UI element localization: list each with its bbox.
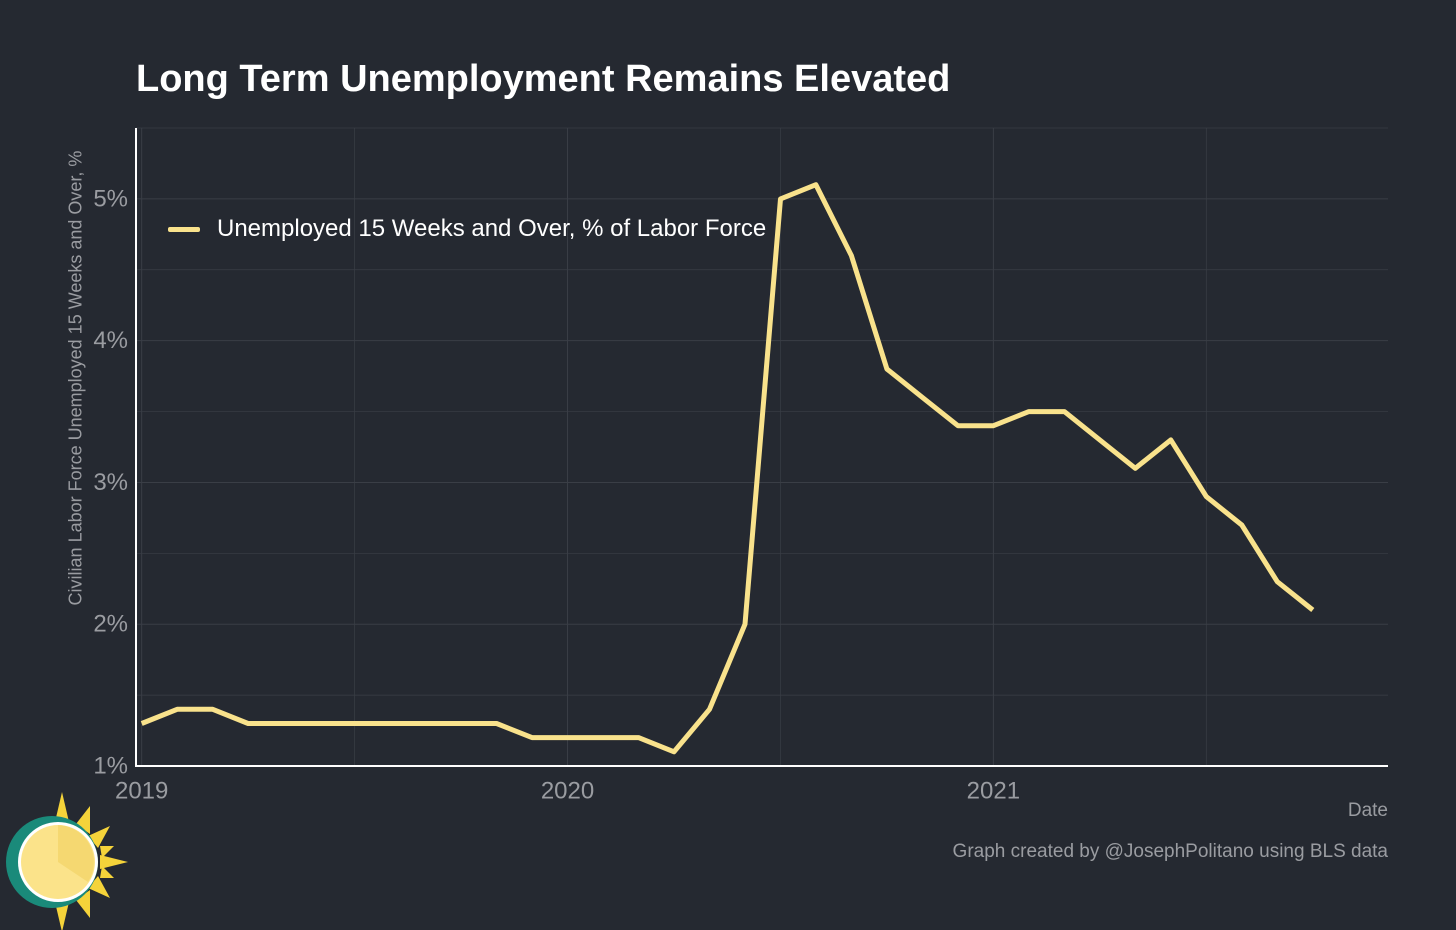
sun-icon	[6, 792, 128, 930]
credit-text: Graph created by @JosephPolitano using B…	[952, 841, 1388, 862]
x-axis-label: Date	[1347, 800, 1388, 821]
series-line	[140, 182, 1315, 755]
legend-label: Unemployed 15 Weeks and Over, % of Labor…	[217, 215, 767, 242]
chart-title: Long Term Unemployment Remains Elevated	[136, 58, 951, 100]
x-tick-label: 2021	[967, 778, 1020, 805]
grid-lines	[136, 127, 1388, 766]
legend-swatch	[168, 226, 200, 232]
y-tick-label: 5%	[93, 185, 128, 212]
series-lines	[140, 182, 1315, 755]
tick-labels: 1% 2% 3% 4% 5% 2019 2020 2021	[93, 185, 1020, 804]
x-tick-label: 2020	[541, 778, 594, 805]
x-tick-label: 2019	[115, 778, 168, 805]
y-tick-label: 2%	[93, 611, 128, 638]
axes	[135, 128, 1388, 767]
y-tick-label: 4%	[93, 327, 128, 354]
legend: Unemployed 15 Weeks and Over, % of Labor…	[168, 215, 766, 243]
y-tick-label: 1%	[93, 753, 128, 780]
y-tick-label: 3%	[93, 469, 128, 496]
